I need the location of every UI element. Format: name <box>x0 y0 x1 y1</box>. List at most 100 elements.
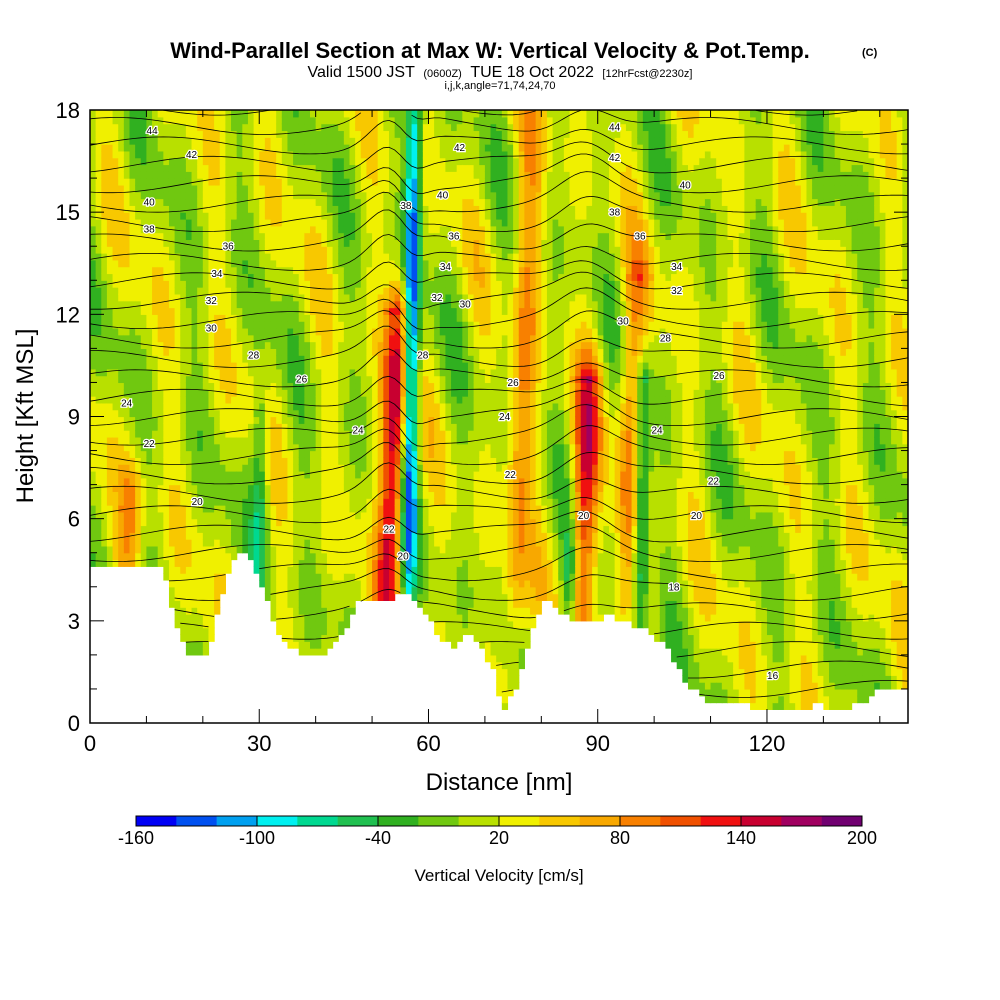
field-cell <box>388 505 396 513</box>
field-cell <box>253 307 260 315</box>
field-cell <box>112 525 119 533</box>
field-cell <box>462 396 469 404</box>
field-cell <box>439 116 447 125</box>
field-cell <box>332 457 339 465</box>
field-cell <box>146 355 153 363</box>
field-cell <box>293 137 300 145</box>
field-cell <box>168 457 176 465</box>
field-cell <box>219 579 226 588</box>
field-cell <box>95 389 102 397</box>
field-cell <box>225 273 232 281</box>
field-cell <box>247 532 255 540</box>
field-cell <box>298 246 305 254</box>
field-cell <box>383 409 390 418</box>
field-cell <box>253 321 260 329</box>
field-cell <box>417 484 424 493</box>
field-cell <box>355 191 362 200</box>
field-cell <box>168 198 176 206</box>
field-cell <box>135 246 142 254</box>
field-cell <box>242 430 249 438</box>
field-cell <box>456 266 463 275</box>
field-cell <box>208 586 215 595</box>
field-cell <box>225 212 232 220</box>
field-cell <box>321 232 328 241</box>
field-cell <box>174 266 181 275</box>
field-cell <box>298 375 305 384</box>
field-cell <box>259 307 266 315</box>
field-cell <box>129 116 136 125</box>
field-cell <box>281 137 289 145</box>
field-cell <box>185 641 193 649</box>
field-cell <box>439 137 447 145</box>
field-cell <box>326 477 334 486</box>
field-cell <box>326 470 334 479</box>
field-cell <box>214 382 221 390</box>
field-cell <box>467 586 475 595</box>
field-cell <box>197 498 204 506</box>
field-cell <box>451 137 458 145</box>
field-cell <box>287 525 294 533</box>
field-cell <box>101 389 108 397</box>
field-cell <box>146 498 153 506</box>
field-cell <box>326 464 334 472</box>
field-cell <box>191 362 198 370</box>
field-cell <box>118 539 125 547</box>
field-cell <box>135 525 142 533</box>
field-cell <box>326 157 334 166</box>
field-cell <box>214 450 221 458</box>
field-cell <box>129 150 136 159</box>
field-cell <box>219 239 226 247</box>
field-cell <box>428 184 435 193</box>
field-cell <box>185 116 193 125</box>
field-cell <box>197 157 204 166</box>
field-cell <box>90 430 97 438</box>
field-cell <box>366 273 373 281</box>
field-cell <box>95 477 102 486</box>
field-cell <box>372 511 379 520</box>
field-cell <box>304 123 311 132</box>
field-cell <box>157 225 164 234</box>
field-cell <box>140 430 148 438</box>
field-cell <box>163 382 170 390</box>
field-cell <box>467 416 475 424</box>
field-cell <box>321 157 328 166</box>
field-cell <box>231 246 238 254</box>
field-cell <box>231 334 238 343</box>
field-cell <box>467 552 475 561</box>
field-cell <box>236 293 243 302</box>
field-cell <box>445 600 452 608</box>
field-cell <box>287 348 294 356</box>
field-cell <box>411 314 418 322</box>
field-cell <box>219 137 226 145</box>
field-cell <box>326 532 334 540</box>
field-cell <box>174 477 181 486</box>
field-cell <box>236 218 243 227</box>
field-cell <box>405 396 413 404</box>
field-cell <box>332 239 339 247</box>
field-cell <box>253 443 260 452</box>
field-cell <box>276 123 283 132</box>
field-cell <box>338 396 345 404</box>
field-cell <box>456 614 463 622</box>
field-cell <box>372 327 379 336</box>
field-cell <box>388 225 396 234</box>
field-cell <box>163 225 170 234</box>
field-cell <box>236 137 243 145</box>
field-cell <box>168 164 176 172</box>
field-cell <box>163 287 170 295</box>
field-cell <box>355 430 362 438</box>
field-cell <box>451 457 458 465</box>
field-cell <box>411 586 418 595</box>
field-cell <box>298 416 305 424</box>
field-cell <box>417 355 424 363</box>
field-cell <box>276 552 283 561</box>
field-cell <box>315 423 322 431</box>
field-cell <box>462 382 469 390</box>
field-cell <box>191 334 198 343</box>
field-cell <box>242 423 249 431</box>
field-cell <box>208 150 215 159</box>
field-cell <box>355 525 362 533</box>
field-cell <box>400 225 407 234</box>
field-cell <box>383 178 390 186</box>
field-cell <box>377 416 384 424</box>
